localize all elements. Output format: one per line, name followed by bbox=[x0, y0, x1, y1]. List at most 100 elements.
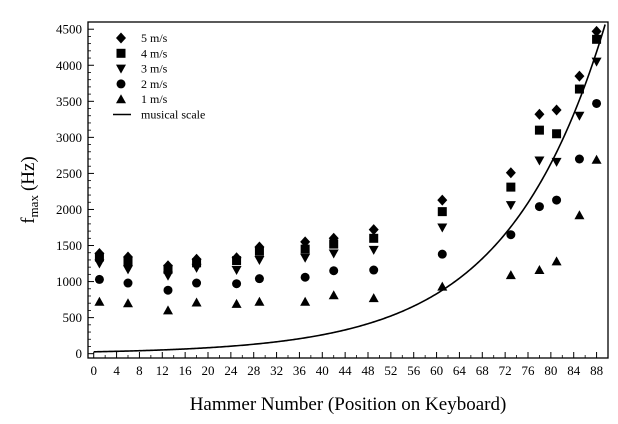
data-point bbox=[551, 104, 562, 116]
data-point bbox=[94, 274, 104, 284]
x-tick-label: 80 bbox=[544, 363, 557, 378]
data-point bbox=[231, 266, 242, 276]
data-point bbox=[592, 34, 602, 44]
series-4-m-s bbox=[94, 34, 602, 274]
data-point bbox=[591, 154, 602, 164]
legend: 5 m/s4 m/s 3 m/s2 m/s1 m/s musical scale bbox=[113, 31, 205, 122]
data-point bbox=[192, 278, 202, 288]
x-tick-label: 20 bbox=[202, 363, 215, 378]
data-point bbox=[592, 98, 602, 108]
legend-marker bbox=[116, 79, 126, 89]
data-point bbox=[300, 253, 311, 263]
x-tick-label: 60 bbox=[430, 363, 443, 378]
series-5-m-s bbox=[94, 25, 602, 272]
x-tick-label: 32 bbox=[270, 363, 283, 378]
musical-scale-curve bbox=[93, 24, 606, 353]
data-point bbox=[191, 297, 202, 307]
data-point bbox=[591, 57, 602, 67]
x-tick-label: 72 bbox=[499, 363, 512, 378]
data-point bbox=[123, 256, 133, 266]
x-tick-label: 8 bbox=[136, 363, 143, 378]
data-point bbox=[191, 263, 202, 273]
data-point bbox=[505, 270, 516, 280]
data-point bbox=[437, 194, 448, 206]
y-axis-ticks: 0 500 1000 1500 2000 2500 3000 3500 4000 4500 bbox=[56, 22, 94, 361]
data-point bbox=[505, 201, 516, 211]
x-tick-label: 76 bbox=[522, 363, 536, 378]
data-point bbox=[368, 245, 379, 255]
data-point bbox=[163, 271, 173, 281]
y-axis-label: fmax (Hz) bbox=[18, 156, 41, 224]
series-2-m-s bbox=[94, 98, 602, 295]
data-point bbox=[254, 296, 265, 306]
legend-marker bbox=[116, 94, 126, 104]
y-tick-label: 4500 bbox=[56, 22, 82, 37]
data-point bbox=[534, 265, 545, 275]
data-point bbox=[368, 293, 379, 303]
x-tick-label: 0 bbox=[90, 363, 97, 378]
x-tick-label: 36 bbox=[293, 363, 307, 378]
data-point bbox=[328, 249, 339, 259]
series-1-m-s bbox=[94, 154, 602, 315]
y-axis-label-sub: max bbox=[26, 195, 41, 218]
data-point bbox=[254, 246, 264, 256]
legend-marker bbox=[116, 64, 126, 74]
y-axis-label-main: f bbox=[18, 217, 39, 224]
data-point bbox=[506, 182, 516, 192]
x-tick-label: 4 bbox=[113, 363, 120, 378]
data-point bbox=[329, 239, 339, 249]
data-point bbox=[94, 296, 105, 306]
x-tick-label: 40 bbox=[316, 363, 329, 378]
legend-marker bbox=[116, 32, 126, 44]
x-tick-label: 84 bbox=[567, 363, 581, 378]
data-point bbox=[94, 259, 105, 269]
data-point bbox=[437, 281, 448, 291]
x-tick-label: 48 bbox=[362, 363, 375, 378]
data-point bbox=[254, 274, 264, 284]
x-tick-label: 24 bbox=[224, 363, 238, 378]
data-point bbox=[534, 202, 544, 212]
x-axis-ticks: 0 4 8 12 16 20 24 28 32 36 40 44 48 52 56 60 64 68 72 76 80 8… bbox=[90, 352, 603, 378]
data-point bbox=[163, 285, 173, 295]
legend-label: 3 m/s bbox=[141, 62, 168, 76]
data-point bbox=[534, 156, 545, 166]
data-point bbox=[369, 265, 379, 275]
data-point bbox=[300, 296, 311, 306]
plot-frame bbox=[87, 21, 609, 359]
data-point bbox=[534, 125, 544, 135]
y-tick-label: 4000 bbox=[56, 58, 82, 73]
data-point bbox=[506, 230, 516, 240]
data-point bbox=[574, 154, 584, 164]
data-point bbox=[551, 256, 562, 266]
x-tick-label: 88 bbox=[590, 363, 603, 378]
data-point bbox=[591, 25, 602, 37]
data-point bbox=[329, 266, 339, 276]
data-point bbox=[123, 278, 133, 288]
data-point bbox=[551, 157, 562, 167]
data-point bbox=[552, 195, 562, 205]
legend-label: 5 m/s bbox=[141, 31, 168, 45]
data-point bbox=[163, 305, 173, 315]
x-tick-label: 28 bbox=[247, 363, 260, 378]
data-point bbox=[300, 272, 310, 282]
legend-label: 2 m/s bbox=[141, 77, 168, 91]
data-point bbox=[574, 210, 585, 220]
y-tick-label: 0 bbox=[76, 346, 83, 361]
data-point bbox=[369, 233, 379, 243]
y-tick-label: 500 bbox=[63, 310, 83, 325]
x-tick-label: 16 bbox=[179, 363, 193, 378]
x-tick-label: 68 bbox=[476, 363, 489, 378]
legend-label: musical scale bbox=[141, 108, 205, 122]
data-point bbox=[192, 258, 202, 268]
musical-scale-curve-layer bbox=[93, 24, 606, 353]
data-point bbox=[505, 167, 516, 179]
data-point bbox=[328, 290, 339, 300]
y-tick-label: 3500 bbox=[56, 94, 82, 109]
legend-label: 4 m/s bbox=[141, 46, 168, 60]
data-point bbox=[574, 70, 585, 82]
x-tick-label: 12 bbox=[156, 363, 169, 378]
x-tick-label: 64 bbox=[453, 363, 467, 378]
data-point bbox=[232, 279, 242, 289]
x-axis-label: Hammer Number (Position on Keyboard) bbox=[190, 394, 507, 415]
